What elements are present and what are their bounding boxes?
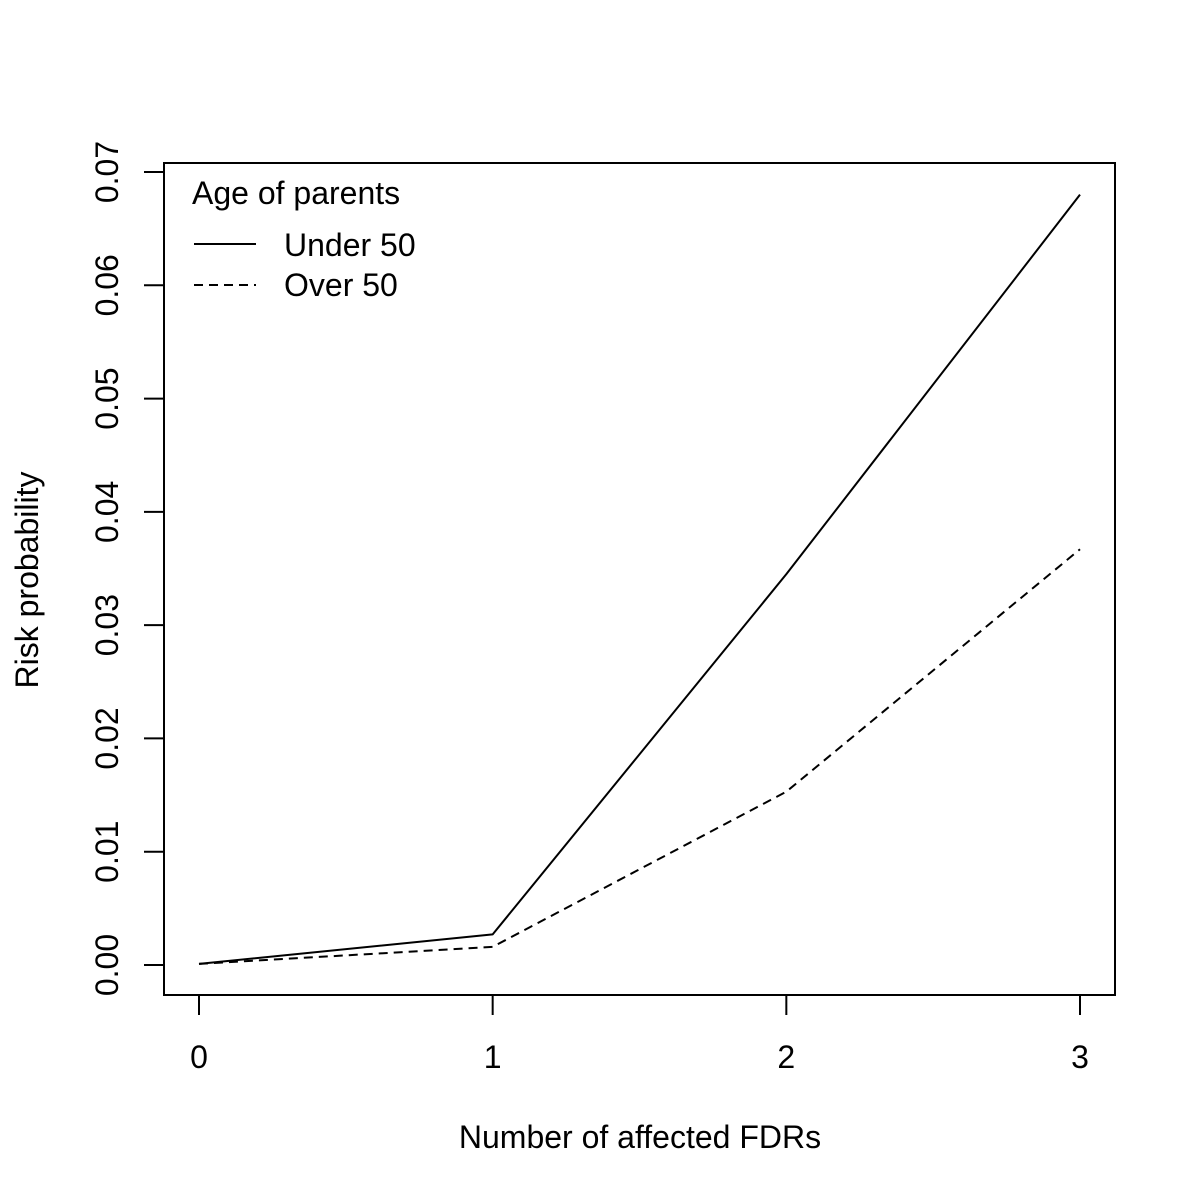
legend: Age of parents Under 50 Over 50	[192, 175, 416, 303]
y-tick-label: 0.01	[89, 821, 125, 883]
y-tick-label: 0.00	[89, 934, 125, 996]
x-axis: 0 1 2 3	[190, 994, 1089, 1075]
series-layer	[198, 194, 1081, 965]
y-tick-label: 0.03	[89, 594, 125, 656]
y-axis: 0.00 0.01 0.02 0.03 0.04 0.05 0.06 0.07	[89, 141, 165, 996]
y-tick-label: 0.05	[89, 367, 125, 429]
x-tick-label: 2	[777, 1039, 795, 1075]
y-tick-label: 0.04	[89, 481, 125, 543]
y-axis-label: Risk probability	[9, 472, 45, 689]
y-tick-label: 0.07	[89, 141, 125, 203]
y-tick-label: 0.06	[89, 254, 125, 316]
x-tick-label: 0	[190, 1039, 208, 1075]
x-tick-label: 1	[484, 1039, 502, 1075]
series-line-over-50	[198, 548, 1081, 965]
y-tick-label: 0.02	[89, 707, 125, 769]
series-line-under-50	[198, 194, 1081, 965]
x-axis-label: Number of affected FDRs	[459, 1119, 821, 1155]
x-tick-label: 3	[1071, 1039, 1089, 1075]
legend-label-over-50: Over 50	[284, 267, 398, 303]
legend-title: Age of parents	[192, 175, 400, 211]
legend-label-under-50: Under 50	[284, 227, 416, 263]
